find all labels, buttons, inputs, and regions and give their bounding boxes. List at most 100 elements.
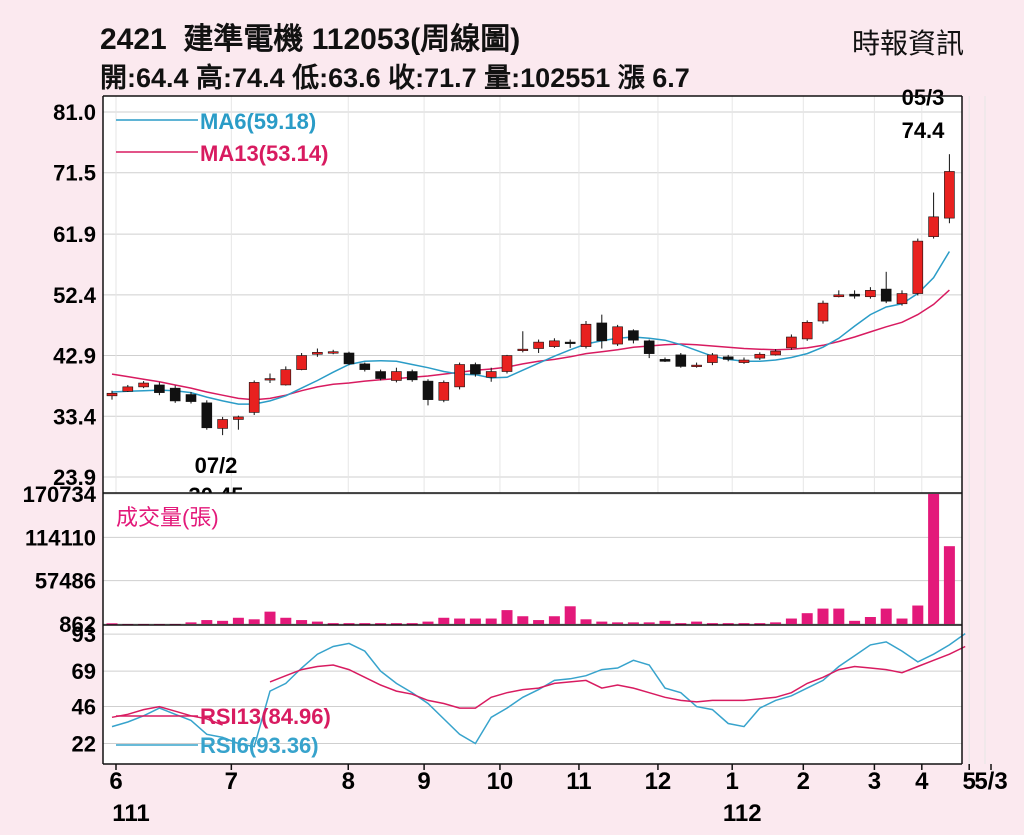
x-tick-label: 8 [342,768,355,795]
candle-body [217,419,228,429]
candle-body [912,240,924,294]
x-tick-label: 10 [487,768,514,795]
x-tick-label: 9 [417,768,430,795]
volume-tick-label: 170734 [23,482,97,507]
x-tick-label: 2 [797,768,810,795]
candle-body [738,359,750,363]
price-stats: 開:64.4 高:74.4 低:63.6 收:71.7 量:102551 漲 6… [100,63,690,93]
volume-bar [327,623,339,625]
volume-bar [501,610,513,624]
candle-body [280,369,292,386]
x-tick-label: 5/3 [974,768,1007,795]
rsi-tick-label: 93 [72,622,96,647]
stock-code: 2421 [100,23,167,56]
volume-bar [232,617,244,624]
candle-body [722,356,734,360]
price-legend-label: MA13(53.14) [200,141,328,166]
x-year-label: 112 [723,800,762,827]
rsi13-line [111,705,223,726]
candle-body [612,326,623,345]
x-tick-label: 12 [645,768,672,795]
candle-body [185,394,197,402]
stock-name: 建準電機 [183,23,304,56]
rsi-legend-label: RSI13(84.96) [200,704,331,729]
candle-body [596,322,608,342]
candle-body [485,371,497,378]
volume-bar [564,606,576,624]
candle-body [880,288,892,302]
candle-body [122,386,134,392]
volume-bar [896,618,908,624]
candle-body [517,348,529,351]
volume-bar [754,623,766,625]
candle-body [643,340,655,354]
candle-body [691,364,702,367]
volume-bar [912,605,924,624]
volume-bar [770,622,782,624]
volume-bar [675,623,687,625]
volume-bar [406,623,418,625]
candle-body [343,352,355,365]
candle-body [312,352,323,355]
volume-panel-background [103,493,962,625]
volume-bar [469,618,481,624]
candle-body [391,371,402,381]
candle-body [786,336,797,349]
volume-bar [375,623,387,625]
volume-bar [785,618,797,624]
candle-body [928,216,939,237]
x-tick-label: 1 [726,768,739,795]
volume-bar [849,620,861,624]
volume-bar [596,621,608,624]
candle-body [628,330,639,341]
volume-bar [533,620,545,624]
x-tick-label: 11 [566,768,591,795]
candle-body [296,355,307,370]
candle-body [801,322,813,340]
volume-bar [627,622,639,624]
x-tick-label: 3 [868,768,881,795]
price-tick-label: 23.9 [53,465,96,490]
volume-bar [390,623,402,625]
volume-bar [311,621,323,624]
high-date-label: 05/3 [902,85,945,110]
x-tick-label: 4 [915,768,929,795]
rsi-legend-label: RSI6(93.36) [200,733,319,758]
volume-bar [580,619,592,624]
rsi6-line [111,632,966,748]
candle-body [169,387,181,402]
volume-bar [296,620,308,624]
volume-bar [928,494,940,624]
volume-bar [217,620,229,624]
volume-bar [722,623,734,625]
price-tick-label: 42.9 [53,344,96,369]
candle-body [707,354,718,363]
candle-body [770,350,781,356]
candle-body [375,371,386,379]
volume-bar [864,617,876,624]
volume-bar [185,622,197,624]
volume-bar [201,620,213,624]
volume-bar [691,621,703,624]
volume-bar [706,623,718,625]
volume-title: 成交量(張) [116,505,219,530]
candle-body [327,351,339,354]
price-tick-label: 81.0 [53,100,96,125]
candle-body [564,341,576,344]
volume-bar [738,623,750,625]
candle-body [896,293,908,305]
candle-body [454,364,465,388]
candle-body [106,392,118,397]
chart-title: 2421 建準電機 112053(周線圖) [100,14,520,58]
volume-bar [264,611,276,624]
rsi-panel-background [103,625,962,764]
candle-body [833,294,845,298]
volume-bar [422,621,434,624]
volume-bar [817,608,829,624]
volume-bar [280,617,292,624]
volume-bar [517,616,529,624]
volume-bar [454,618,466,624]
candle-body [422,380,434,400]
volume-tick-label: 862 [59,612,96,637]
